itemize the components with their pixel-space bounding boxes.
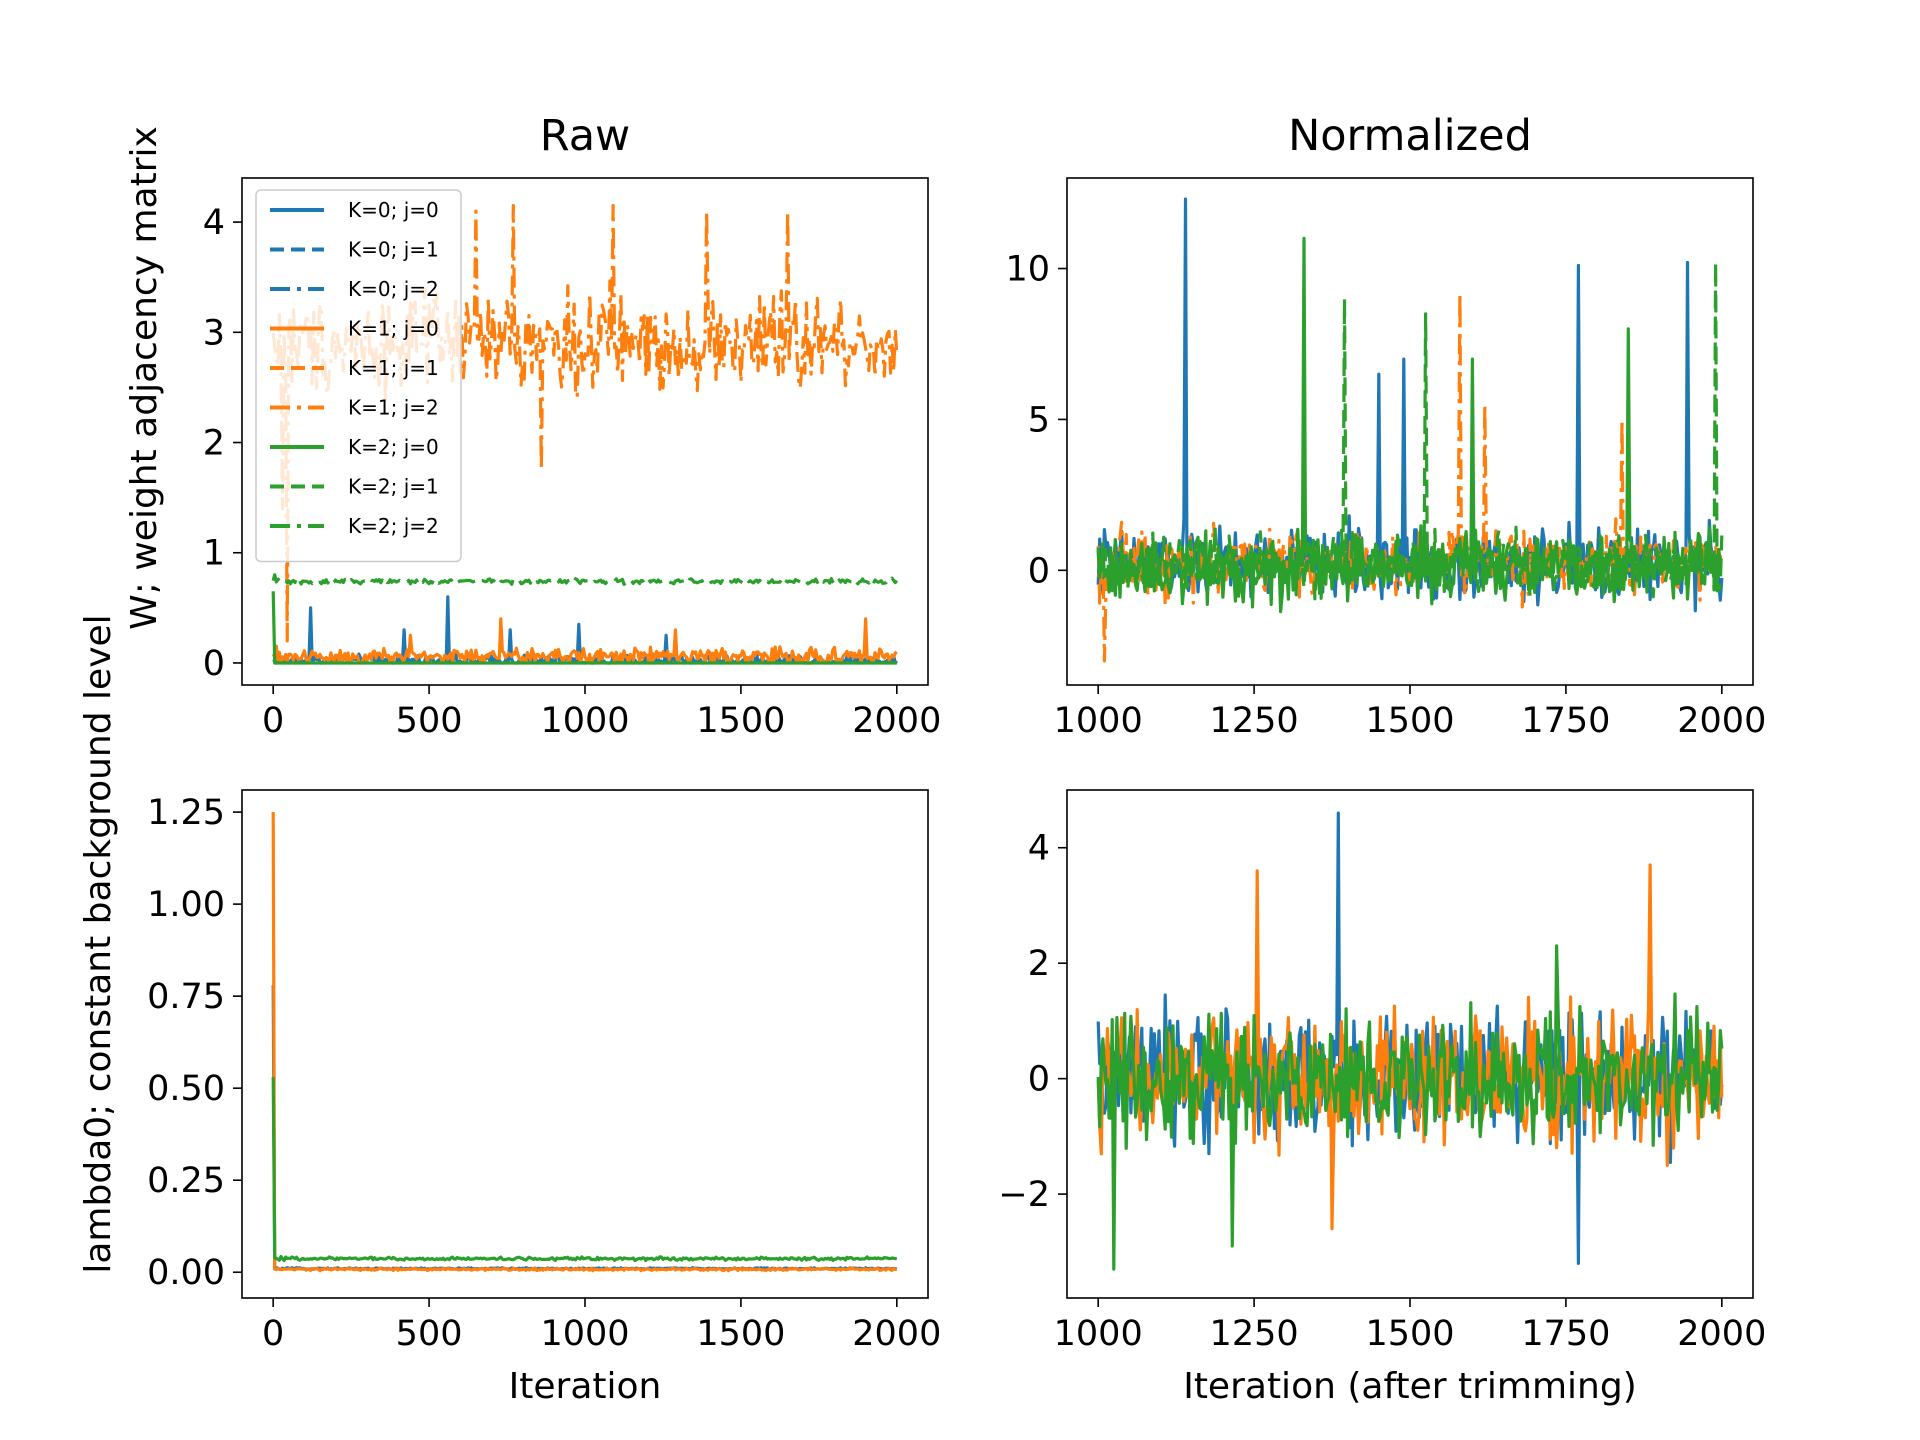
y-tick-label-top-left: 4 xyxy=(203,203,225,243)
chart-title-top-right: Normalized xyxy=(1288,111,1532,161)
panel-top-right: 1000 1250 1500 1750 2000 0 5 10 Normalized xyxy=(1005,111,1766,741)
x-tick-label-bottom-left: 0 xyxy=(262,1314,284,1354)
legend-label-k-2-j-1: K=2; j=1 xyxy=(348,475,439,499)
legend-label-k-2-j-0: K=2; j=0 xyxy=(348,435,439,459)
y-tick-label-bottom-right: 4 xyxy=(1028,829,1050,869)
x-tick-label-bottom-left: 1500 xyxy=(696,1314,785,1354)
y-tick-label-bottom-left: 0.00 xyxy=(147,1253,225,1293)
series-group-top-left xyxy=(271,204,899,665)
y-tick-label-bottom-left: 0.75 xyxy=(147,977,225,1017)
x-tick-label-bottom-left: 500 xyxy=(396,1314,463,1354)
y-tick-label-top-right: 5 xyxy=(1028,400,1050,440)
series-group-bottom-left xyxy=(271,812,898,1273)
legend-label-k-0-j-0: K=0; j=0 xyxy=(348,198,439,222)
panel-bottom-left: 0 500 1000 1500 2000 0.00 0.25 0.50 0.75 1.00 1.25… xyxy=(78,614,941,1407)
x-tick-label-top-right: 1250 xyxy=(1210,701,1299,741)
x-tick-label-bottom-right: 2000 xyxy=(1677,1314,1766,1354)
series-group-bottom-right xyxy=(1096,811,1724,1271)
legend-frame xyxy=(255,189,462,563)
y-tick-label-bottom-left: 1.00 xyxy=(147,885,225,925)
x-tick-label-bottom-right: 1250 xyxy=(1210,1314,1299,1354)
series-line-top-left-4 xyxy=(271,591,897,665)
x-tick-label-top-left: 1500 xyxy=(696,701,785,741)
x-tick-label-top-left: 1000 xyxy=(540,701,629,741)
series-line-top-right-2 xyxy=(1096,236,1723,614)
y-tick-label-top-left: 0 xyxy=(203,644,225,684)
x-tick-label-top-left: 2000 xyxy=(852,701,941,741)
legend-label-k-2-j-2: K=2; j=2 xyxy=(348,514,439,538)
plot-area-bottom-left xyxy=(242,790,928,1298)
y-tick-label-bottom-left: 0.50 xyxy=(147,1069,225,1109)
y-tick-label-bottom-right: 0 xyxy=(1028,1060,1050,1100)
panel-bottom-right: 1000 1250 1500 1750 2000 −2 0 2 4 Iteration (afte… xyxy=(998,789,1766,1407)
series-line-bottom-left-1 xyxy=(271,812,898,1273)
plot-area-bottom-right xyxy=(1067,790,1753,1298)
y-tick-label-top-right: 0 xyxy=(1028,551,1050,591)
y-tick-label-bottom-right: 2 xyxy=(1028,944,1050,984)
x-tick-label-top-right: 1000 xyxy=(1054,701,1143,741)
x-tick-label-top-left: 0 xyxy=(262,701,284,741)
y-tick-label-top-left: 2 xyxy=(203,424,225,464)
x-axis-label-bottom-left: Iteration xyxy=(509,1366,662,1407)
series-line-bottom-left-2 xyxy=(271,1077,898,1263)
y-tick-label-bottom-left: 0.25 xyxy=(147,1161,225,1201)
x-tick-label-bottom-left: 1000 xyxy=(540,1314,629,1354)
x-axis-label-bottom-right: Iteration (after trimming) xyxy=(1183,1366,1637,1407)
y-tick-label-top-right: 10 xyxy=(1005,250,1050,290)
panel-top-left: 0 500 1000 1500 2000 0 1 2 3 4 Raw W; weight adjace… xyxy=(124,111,941,741)
x-tick-label-bottom-left: 2000 xyxy=(852,1314,941,1354)
x-tick-label-top-right: 1750 xyxy=(1521,701,1610,741)
x-tick-label-bottom-right: 1500 xyxy=(1365,1314,1454,1354)
y-tick-label-bottom-left: 1.25 xyxy=(147,793,225,833)
series-line-top-left-2 xyxy=(271,617,898,665)
y-axis-label-top-left: W; weight adjacency matrix xyxy=(124,126,165,630)
series-line-bottom-right-2 xyxy=(1096,944,1724,1271)
y-tick-label-top-left: 1 xyxy=(203,534,225,574)
legend-label-k-1-j-0: K=1; j=0 xyxy=(348,317,439,341)
y-tick-label-bottom-right: −2 xyxy=(998,1175,1050,1215)
legend-label-k-1-j-1: K=1; j=1 xyxy=(348,356,439,380)
y-tick-label-top-left: 3 xyxy=(203,313,225,353)
x-tick-label-bottom-right: 1750 xyxy=(1521,1314,1610,1354)
chart-title-top-left: Raw xyxy=(540,111,630,161)
y-axis-label-bottom-left: lambda0; constant background level xyxy=(78,614,119,1273)
x-tick-label-top-left: 500 xyxy=(396,701,463,741)
plot-area-top-right xyxy=(1067,178,1753,685)
x-tick-label-bottom-right: 1000 xyxy=(1054,1314,1143,1354)
legend-label-k-0-j-2: K=0; j=2 xyxy=(348,277,439,301)
legend-label-k-0-j-1: K=0; j=1 xyxy=(348,238,439,262)
series-group-top-right xyxy=(1096,197,1724,663)
x-tick-label-top-right: 1500 xyxy=(1365,701,1454,741)
series-line-top-left-3 xyxy=(271,573,899,586)
x-tick-label-top-right: 2000 xyxy=(1677,701,1766,741)
legend-label-k-1-j-2: K=1; j=2 xyxy=(348,396,439,420)
series-line-top-right-3 xyxy=(1096,260,1724,601)
legend: K=0; j=0 K=0; j=1 K=0; j=2 K=1; j=0 K=1; j=1… xyxy=(255,189,462,563)
